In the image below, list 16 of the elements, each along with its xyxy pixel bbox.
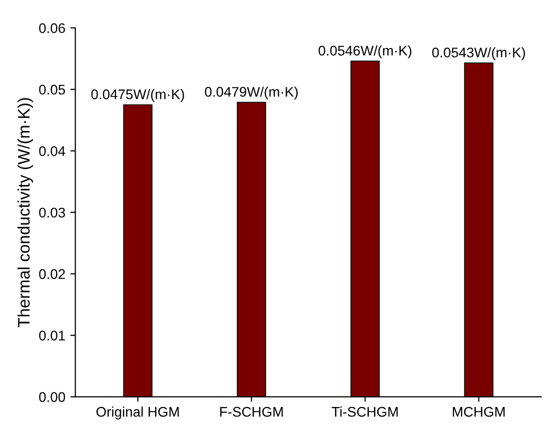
- data-label: 0.0479W/(m·K): [204, 86, 298, 100]
- x-tick-label: F-SCHGM: [220, 406, 283, 417]
- y-tick-label: 0.00: [39, 392, 66, 402]
- y-tick-label: 0.03: [39, 208, 65, 218]
- y-axis-title: Thermal conductivity (W/(m·K)): [17, 98, 34, 328]
- x-tick-label: Ti-SCHGM: [332, 406, 398, 417]
- y-tick-label: 0.04: [39, 146, 66, 156]
- data-label: 0.0546W/(m·K): [318, 45, 412, 58]
- x-tick-label: MCHGM: [452, 406, 505, 417]
- x-tick-label: Original HGM: [96, 406, 179, 420]
- y-tick-label: 0.02: [39, 269, 65, 280]
- y-tick-label: 0.01: [39, 330, 65, 341]
- data-label: 0.0475W/(m·K): [91, 89, 184, 102]
- y-tick-label: 0.05: [39, 84, 66, 95]
- data-label: 0.0543W/(m·K): [432, 47, 525, 60]
- y-tick-label: 0.06: [39, 23, 65, 34]
